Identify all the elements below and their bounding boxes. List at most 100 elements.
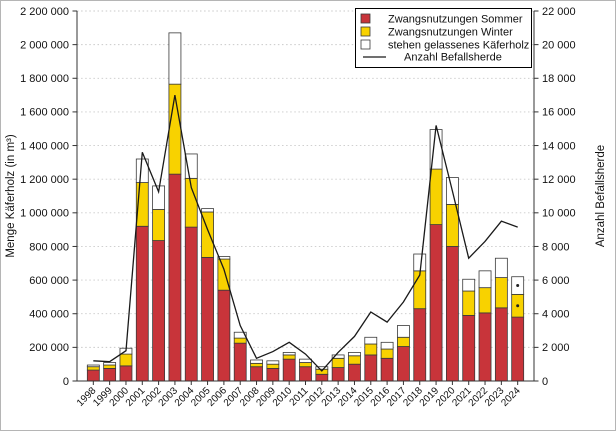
- y-left-tick-label: 1 600 000: [20, 107, 69, 119]
- bar-2003-zwangsnutzungen-sommer: [168, 173, 182, 382]
- bar-2012-zwangsnutzungen-sommer: [315, 373, 329, 382]
- y-left-tick-label: 1 800 000: [20, 73, 69, 85]
- legend-label: Zwangsnutzungen Winter: [388, 27, 513, 39]
- y-right-tick-label: 20 000: [542, 39, 576, 51]
- x-tick-labels: 1998199920002001200220032004200520062007…: [75, 385, 523, 409]
- bar-2016-zwangsnutzungen-sommer: [380, 357, 394, 382]
- bar-1999-zwangsnutzungen-winter: [103, 364, 117, 369]
- bar-2018-stehen-gelassenes-k-ferholz: [413, 253, 427, 272]
- y-right-tick-label: 8 000: [542, 241, 570, 253]
- bar-2018-zwangsnutzungen-sommer: [413, 308, 427, 382]
- stacked-bars: [86, 32, 525, 382]
- bar-2021-zwangsnutzungen-sommer: [462, 315, 476, 382]
- y-left-axis-title: Menge Käferholz (in m³): [5, 134, 17, 258]
- y-right-axis-title: Anzahl Befallsherde: [595, 145, 607, 247]
- bar-2010-zwangsnutzungen-sommer: [282, 358, 296, 382]
- bar-2006-stehen-gelassenes-k-ferholz: [217, 256, 231, 260]
- bar-2019-zwangsnutzungen-winter: [429, 168, 443, 225]
- y-right-tick-label: 4 000: [542, 309, 570, 321]
- bar-2009-zwangsnutzungen-winter: [266, 363, 280, 369]
- bar-2011-zwangsnutzungen-winter: [299, 362, 312, 368]
- bar-2013-zwangsnutzungen-sommer: [331, 367, 345, 382]
- y-left-tick-label: 800 000: [29, 241, 69, 253]
- y-right-tick-label: 10 000: [542, 208, 576, 220]
- bar-2009-stehen-gelassenes-k-ferholz: [266, 360, 280, 365]
- bar-2003-stehen-gelassenes-k-ferholz: [168, 32, 182, 85]
- y-left-tick-label: 200 000: [29, 342, 69, 354]
- bar-2007-zwangsnutzungen-winter: [233, 337, 247, 344]
- legend-label: Anzahl Befallsherde: [404, 52, 502, 64]
- bar-2010-zwangsnutzungen-winter: [282, 354, 296, 360]
- bar-1998-stehen-gelassenes-k-ferholz: [86, 364, 100, 368]
- bar-2005-stehen-gelassenes-k-ferholz: [201, 208, 214, 213]
- bar-2012-stehen-gelassenes-k-ferholz: [315, 366, 329, 370]
- y-right-tick-labels: 0 2 000 4 000 6 000 8 000 10 000 12 000 14 000 1…: [542, 6, 576, 388]
- bar-2000-zwangsnutzungen-winter: [119, 353, 133, 367]
- y-right-tick-label: 16 000: [542, 107, 576, 119]
- bar-2016-zwangsnutzungen-winter: [380, 348, 394, 359]
- bar-2013-stehen-gelassenes-k-ferholz: [331, 354, 345, 359]
- bar-2015-zwangsnutzungen-sommer: [364, 354, 378, 382]
- bar-2019-zwangsnutzungen-sommer: [429, 224, 443, 382]
- bar-2013-zwangsnutzungen-winter: [331, 357, 345, 368]
- bar-2008-zwangsnutzungen-sommer: [250, 366, 263, 382]
- bar-2023-stehen-gelassenes-k-ferholz: [494, 257, 508, 278]
- bar-2021-zwangsnutzungen-winter: [462, 290, 476, 316]
- bar-2007-stehen-gelassenes-k-ferholz: [233, 331, 247, 339]
- bar-2002-zwangsnutzungen-sommer: [152, 240, 166, 382]
- bar-1998-zwangsnutzungen-sommer: [86, 369, 100, 382]
- legend-label: stehen gelassenes Käferholz: [388, 40, 529, 52]
- befallsherde-line: [93, 94, 518, 372]
- y-left-tick-label: 2 200 000: [20, 6, 69, 18]
- bar-2005-zwangsnutzungen-sommer: [201, 256, 214, 382]
- bar-2006-zwangsnutzungen-sommer: [217, 289, 231, 382]
- bar-2021-stehen-gelassenes-k-ferholz: [462, 278, 476, 292]
- y-left-tick-label: 1 400 000: [20, 140, 69, 152]
- bar-2018-zwangsnutzungen-winter: [413, 270, 427, 310]
- axes: [72, 10, 539, 385]
- bar-2004-zwangsnutzungen-sommer: [184, 226, 198, 382]
- bar-2023-zwangsnutzungen-winter: [494, 277, 508, 309]
- y-right-tick-label: 6 000: [542, 275, 570, 287]
- y-right-tick-label: 18 000: [542, 73, 576, 85]
- bar-2002-zwangsnutzungen-winter: [152, 209, 166, 241]
- legend-box: [355, 8, 532, 68]
- bar-2023-zwangsnutzungen-sommer: [494, 307, 508, 382]
- legend-swatch-1: [360, 13, 371, 24]
- bar-2017-zwangsnutzungen-sommer: [397, 346, 410, 382]
- y-left-tick-label: 0: [63, 376, 69, 388]
- legend-label: Zwangsnutzungen Sommer: [388, 14, 523, 26]
- legend-swatch-2: [360, 26, 371, 37]
- y-left-tick-label: 1 200 000: [20, 174, 69, 186]
- bar-2001-zwangsnutzungen-sommer: [135, 225, 149, 382]
- bar-2000-zwangsnutzungen-sommer: [119, 365, 133, 382]
- bar-2022-stehen-gelassenes-k-ferholz: [478, 270, 492, 289]
- bar-2022-zwangsnutzungen-sommer: [478, 312, 492, 382]
- y-left-tick-label: 1 000 000: [20, 208, 69, 220]
- bar-2014-zwangsnutzungen-sommer: [348, 363, 361, 382]
- bar-2007-zwangsnutzungen-sommer: [233, 342, 247, 382]
- bar-2017-zwangsnutzungen-winter: [397, 336, 410, 347]
- bar-2020-zwangsnutzungen-sommer: [445, 246, 459, 382]
- bar-2015-zwangsnutzungen-winter: [364, 343, 378, 356]
- bar-2014-zwangsnutzungen-winter: [348, 355, 361, 365]
- bar-2024-zwangsnutzungen-sommer: [511, 316, 525, 382]
- bar-2015-stehen-gelassenes-k-ferholz: [364, 336, 378, 345]
- bar-2011-zwangsnutzungen-sommer: [299, 366, 312, 382]
- bar-2009-zwangsnutzungen-sommer: [266, 367, 280, 382]
- bar-2014-stehen-gelassenes-k-ferholz: [348, 352, 361, 357]
- bar-2002-stehen-gelassenes-k-ferholz: [152, 185, 166, 210]
- bar-2008-stehen-gelassenes-k-ferholz: [250, 359, 263, 364]
- bar-2017-stehen-gelassenes-k-ferholz: [397, 325, 410, 338]
- bar-1999-zwangsnutzungen-sommer: [103, 367, 117, 382]
- y-right-tick-label: 0: [542, 376, 548, 388]
- y-right-tick-label: 22 000: [542, 6, 576, 18]
- bar-1999-stehen-gelassenes-k-ferholz: [103, 362, 117, 366]
- y-right-tick-label: 2 000: [542, 342, 570, 354]
- footnote-dot-markers: [516, 284, 520, 308]
- footnote-marker-2024: [516, 304, 520, 308]
- bar-2022-zwangsnutzungen-winter: [478, 287, 492, 314]
- bar-2008-zwangsnutzungen-winter: [250, 362, 263, 368]
